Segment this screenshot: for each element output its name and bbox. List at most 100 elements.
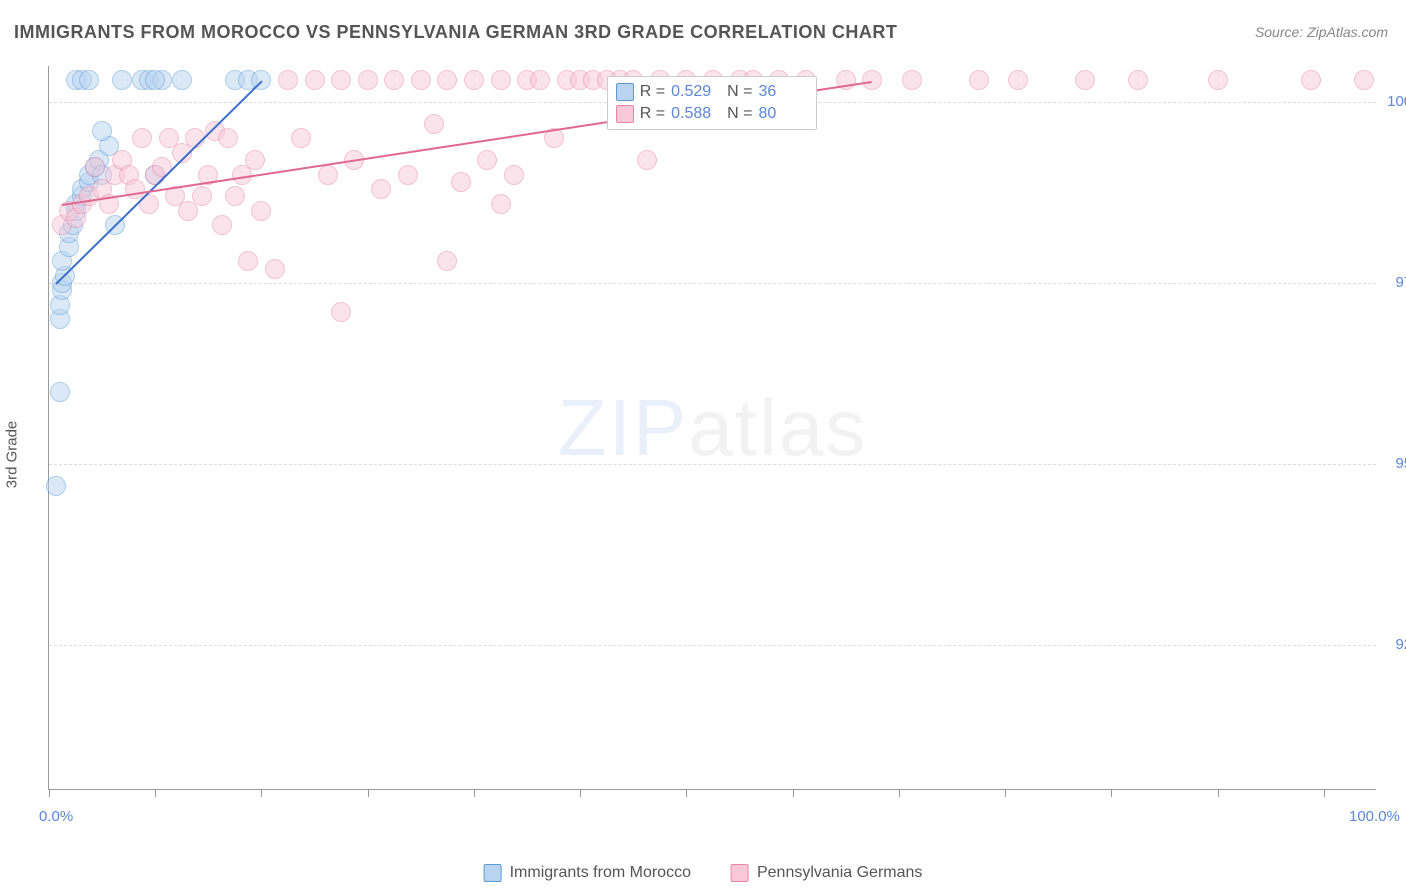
data-point bbox=[152, 157, 172, 177]
data-point bbox=[398, 165, 418, 185]
data-point bbox=[318, 165, 338, 185]
data-point bbox=[251, 201, 271, 221]
r-value: 0.588 bbox=[671, 105, 721, 123]
y-axis-label: 3rd Grade bbox=[4, 421, 21, 489]
watermark-bold: ZIP bbox=[558, 383, 688, 472]
data-point bbox=[437, 70, 457, 90]
x-tick bbox=[1111, 789, 1112, 797]
data-point bbox=[451, 172, 471, 192]
data-point bbox=[411, 70, 431, 90]
data-point bbox=[112, 70, 132, 90]
data-point bbox=[50, 382, 70, 402]
x-tick bbox=[899, 789, 900, 797]
data-point bbox=[92, 121, 112, 141]
r-label: R = bbox=[640, 83, 665, 101]
y-tick-label: 92.5% bbox=[1382, 636, 1406, 653]
x-tick bbox=[261, 789, 262, 797]
y-tick-label: 97.5% bbox=[1382, 274, 1406, 291]
n-value: 36 bbox=[758, 83, 808, 101]
data-point bbox=[265, 259, 285, 279]
x-tick bbox=[580, 789, 581, 797]
data-point bbox=[637, 150, 657, 170]
data-point bbox=[305, 70, 325, 90]
y-tick-label: 95.0% bbox=[1382, 455, 1406, 472]
legend-item: Immigrants from Morocco bbox=[484, 864, 691, 882]
data-point bbox=[902, 70, 922, 90]
y-tick-label: 100.0% bbox=[1382, 93, 1406, 110]
legend-swatch bbox=[731, 864, 749, 882]
gridline-horizontal bbox=[49, 464, 1376, 465]
data-point bbox=[291, 128, 311, 148]
x-tick-label: 0.0% bbox=[39, 808, 73, 825]
x-tick bbox=[155, 789, 156, 797]
data-point bbox=[437, 251, 457, 271]
data-point bbox=[969, 70, 989, 90]
chart-title: IMMIGRANTS FROM MOROCCO VS PENNSYLVANIA … bbox=[14, 22, 897, 43]
data-point bbox=[1354, 70, 1374, 90]
x-tick bbox=[1005, 789, 1006, 797]
data-point bbox=[371, 179, 391, 199]
source-prefix: Source: bbox=[1255, 24, 1307, 40]
r-value: 0.529 bbox=[671, 83, 721, 101]
data-point bbox=[1008, 70, 1028, 90]
legend-swatch bbox=[616, 83, 634, 101]
x-tick bbox=[49, 789, 50, 797]
source-attribution: Source: ZipAtlas.com bbox=[1255, 24, 1388, 40]
data-point bbox=[1128, 70, 1148, 90]
data-point bbox=[46, 476, 66, 496]
legend-bottom: Immigrants from Morocco Pennsylvania Germ… bbox=[484, 864, 923, 882]
data-point bbox=[145, 70, 165, 90]
data-point bbox=[530, 70, 550, 90]
chart-container: IMMIGRANTS FROM MOROCCO VS PENNSYLVANIA … bbox=[0, 0, 1406, 892]
x-tick bbox=[793, 789, 794, 797]
legend-item: Pennsylvania Germans bbox=[731, 864, 922, 882]
data-point bbox=[225, 186, 245, 206]
data-point bbox=[172, 70, 192, 90]
gridline-horizontal bbox=[49, 645, 1376, 646]
stats-legend: R = 0.529 N = 36 R = 0.588 N = 80 bbox=[607, 76, 818, 130]
r-label: R = bbox=[640, 105, 665, 123]
legend-label: Immigrants from Morocco bbox=[510, 864, 691, 882]
watermark: ZIPatlas bbox=[558, 382, 867, 474]
legend-swatch bbox=[616, 105, 634, 123]
data-point bbox=[491, 194, 511, 214]
n-label: N = bbox=[727, 105, 752, 123]
data-point bbox=[192, 186, 212, 206]
data-point bbox=[1208, 70, 1228, 90]
x-tick-label: 100.0% bbox=[1349, 808, 1400, 825]
data-point bbox=[358, 70, 378, 90]
data-point bbox=[245, 150, 265, 170]
x-tick bbox=[1218, 789, 1219, 797]
data-point bbox=[218, 128, 238, 148]
data-point bbox=[1301, 70, 1321, 90]
watermark-thin: atlas bbox=[688, 383, 867, 472]
data-point bbox=[79, 70, 99, 90]
data-point bbox=[1075, 70, 1095, 90]
data-point bbox=[424, 114, 444, 134]
data-point bbox=[491, 70, 511, 90]
data-point bbox=[238, 251, 258, 271]
data-point bbox=[504, 165, 524, 185]
stats-legend-row: R = 0.588 N = 80 bbox=[616, 103, 809, 125]
data-point bbox=[477, 150, 497, 170]
data-point bbox=[212, 215, 232, 235]
data-point bbox=[464, 70, 484, 90]
x-tick bbox=[474, 789, 475, 797]
x-tick bbox=[1324, 789, 1325, 797]
data-point bbox=[331, 70, 351, 90]
n-value: 80 bbox=[758, 105, 808, 123]
data-point bbox=[85, 157, 105, 177]
legend-label: Pennsylvania Germans bbox=[757, 864, 922, 882]
data-point bbox=[132, 128, 152, 148]
x-tick bbox=[686, 789, 687, 797]
stats-legend-row: R = 0.529 N = 36 bbox=[616, 81, 809, 103]
x-tick bbox=[368, 789, 369, 797]
chart-plot-area: ZIPatlas 92.5%95.0%97.5%100.0%0.0%100.0%… bbox=[48, 66, 1376, 790]
data-point bbox=[278, 70, 298, 90]
gridline-horizontal bbox=[49, 283, 1376, 284]
legend-swatch bbox=[484, 864, 502, 882]
source-name: ZipAtlas.com bbox=[1307, 24, 1388, 40]
data-point bbox=[331, 302, 351, 322]
data-point bbox=[862, 70, 882, 90]
n-label: N = bbox=[727, 83, 752, 101]
